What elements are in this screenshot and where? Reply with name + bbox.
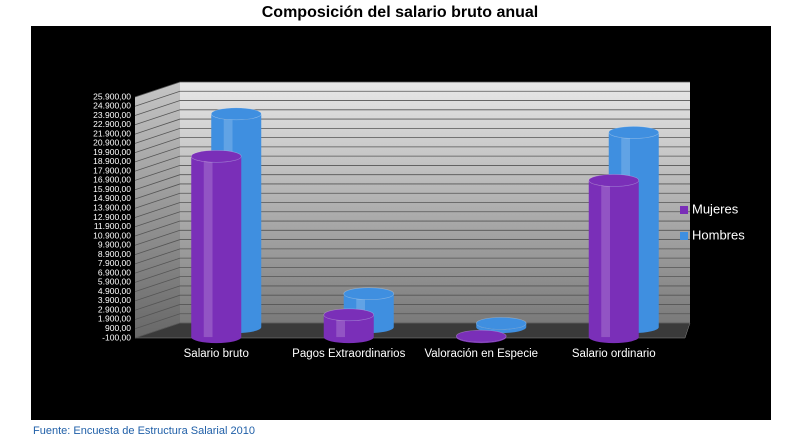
- grid-line: [134, 294, 690, 311]
- grid-line: [134, 211, 690, 228]
- bar-body: [191, 156, 242, 344]
- y-tick-label: 19.900,00: [93, 147, 131, 157]
- bar-top: [475, 317, 527, 330]
- grid-line: [134, 90, 690, 107]
- y-tick-label: 4.900,00: [98, 286, 131, 296]
- bar-top: [323, 308, 375, 322]
- bar-shine: [336, 314, 345, 338]
- chart-title: Composición del salario bruto anual: [262, 4, 538, 21]
- y-tick-label: 9.900,00: [98, 240, 131, 250]
- y-tick-label: 15.900,00: [93, 184, 131, 194]
- bar-shine: [601, 180, 610, 338]
- y-tick-label: 25.900,00: [93, 91, 131, 101]
- y-tick-label: 8.900,00: [98, 249, 131, 259]
- grid-line: [134, 137, 690, 153]
- y-tick-label: 18.900,00: [93, 156, 131, 166]
- legend-swatch: [680, 232, 688, 240]
- grid-line: [134, 285, 690, 302]
- bar-top: [210, 107, 262, 121]
- bar-top: [455, 329, 507, 343]
- legend-swatch: [680, 206, 688, 214]
- grid-line: [134, 192, 690, 209]
- bar: [190, 150, 242, 344]
- bar: [323, 308, 375, 344]
- y-tick-label: 22.900,00: [93, 119, 131, 129]
- legend-label: Mujeres: [692, 201, 739, 216]
- grid-line: [134, 220, 690, 237]
- y-tick-label: 1.900,00: [98, 314, 131, 324]
- y-tick-label: -100,00: [102, 332, 131, 342]
- grid-line: [134, 109, 690, 126]
- y-tick-label: 11.900,00: [94, 221, 131, 231]
- y-tick-label: 13.900,00: [93, 202, 131, 212]
- y-tick-label: 20.900,00: [93, 138, 131, 148]
- grid-line: [134, 257, 690, 274]
- grid-line: [134, 239, 690, 255]
- grid-line: [134, 165, 690, 181]
- bar: [588, 174, 640, 344]
- y-tick-label: 900,00: [105, 323, 131, 333]
- x-tick-label: Salario ordinario: [572, 348, 656, 360]
- y-tick-label: 14.900,00: [93, 193, 131, 203]
- grid-line: [134, 304, 690, 320]
- x-tick-label: Pagos Extraordinarios: [292, 348, 405, 360]
- grid-line: [134, 146, 690, 163]
- grid-line: [134, 81, 690, 98]
- y-tick-label: 24.900,00: [93, 101, 131, 111]
- bar-top: [588, 174, 640, 187]
- grid-line: [134, 118, 690, 135]
- y-tick-label: 5.900,00: [98, 277, 131, 287]
- x-tick-label: Valoración en Especie: [424, 348, 538, 360]
- grid-line: [134, 276, 690, 293]
- y-tick-label: 2.900,00: [98, 304, 131, 314]
- y-tick-label: 23.900,00: [93, 110, 131, 120]
- bar: [455, 329, 507, 344]
- grid-line: [134, 100, 690, 116]
- bar-top: [343, 287, 395, 301]
- y-tick-label: 10.900,00: [93, 230, 131, 240]
- y-tick-label: 12.900,00: [93, 212, 131, 222]
- y-tick-label: 3.900,00: [98, 295, 131, 305]
- grid-line: [134, 313, 690, 330]
- bar-body: [323, 314, 374, 344]
- x-tick-label: Salario bruto: [184, 348, 249, 360]
- bar-top: [190, 150, 242, 163]
- grid-line: [134, 183, 690, 200]
- y-tick-label: 21.900,00: [93, 128, 131, 138]
- bar-body: [588, 180, 639, 344]
- y-tick-label: 6.900,00: [98, 267, 131, 277]
- y-tick-label: 7.900,00: [98, 258, 131, 268]
- grid-line: [134, 127, 690, 144]
- grid-line: [134, 174, 690, 191]
- bar-top: [608, 126, 660, 139]
- y-tick-label: 17.900,00: [93, 165, 131, 175]
- legend-label: Hombres: [692, 227, 745, 242]
- y-tick-label: 16.900,00: [93, 175, 131, 185]
- grid-line: [134, 248, 690, 265]
- grid-line: [134, 229, 690, 246]
- source-note: Fuente: Encuesta de Estructura Salarial …: [33, 425, 255, 437]
- grid-line: [134, 155, 690, 172]
- bar-shine: [203, 156, 213, 338]
- grid-line: [134, 266, 690, 283]
- grid-line: [134, 202, 690, 218]
